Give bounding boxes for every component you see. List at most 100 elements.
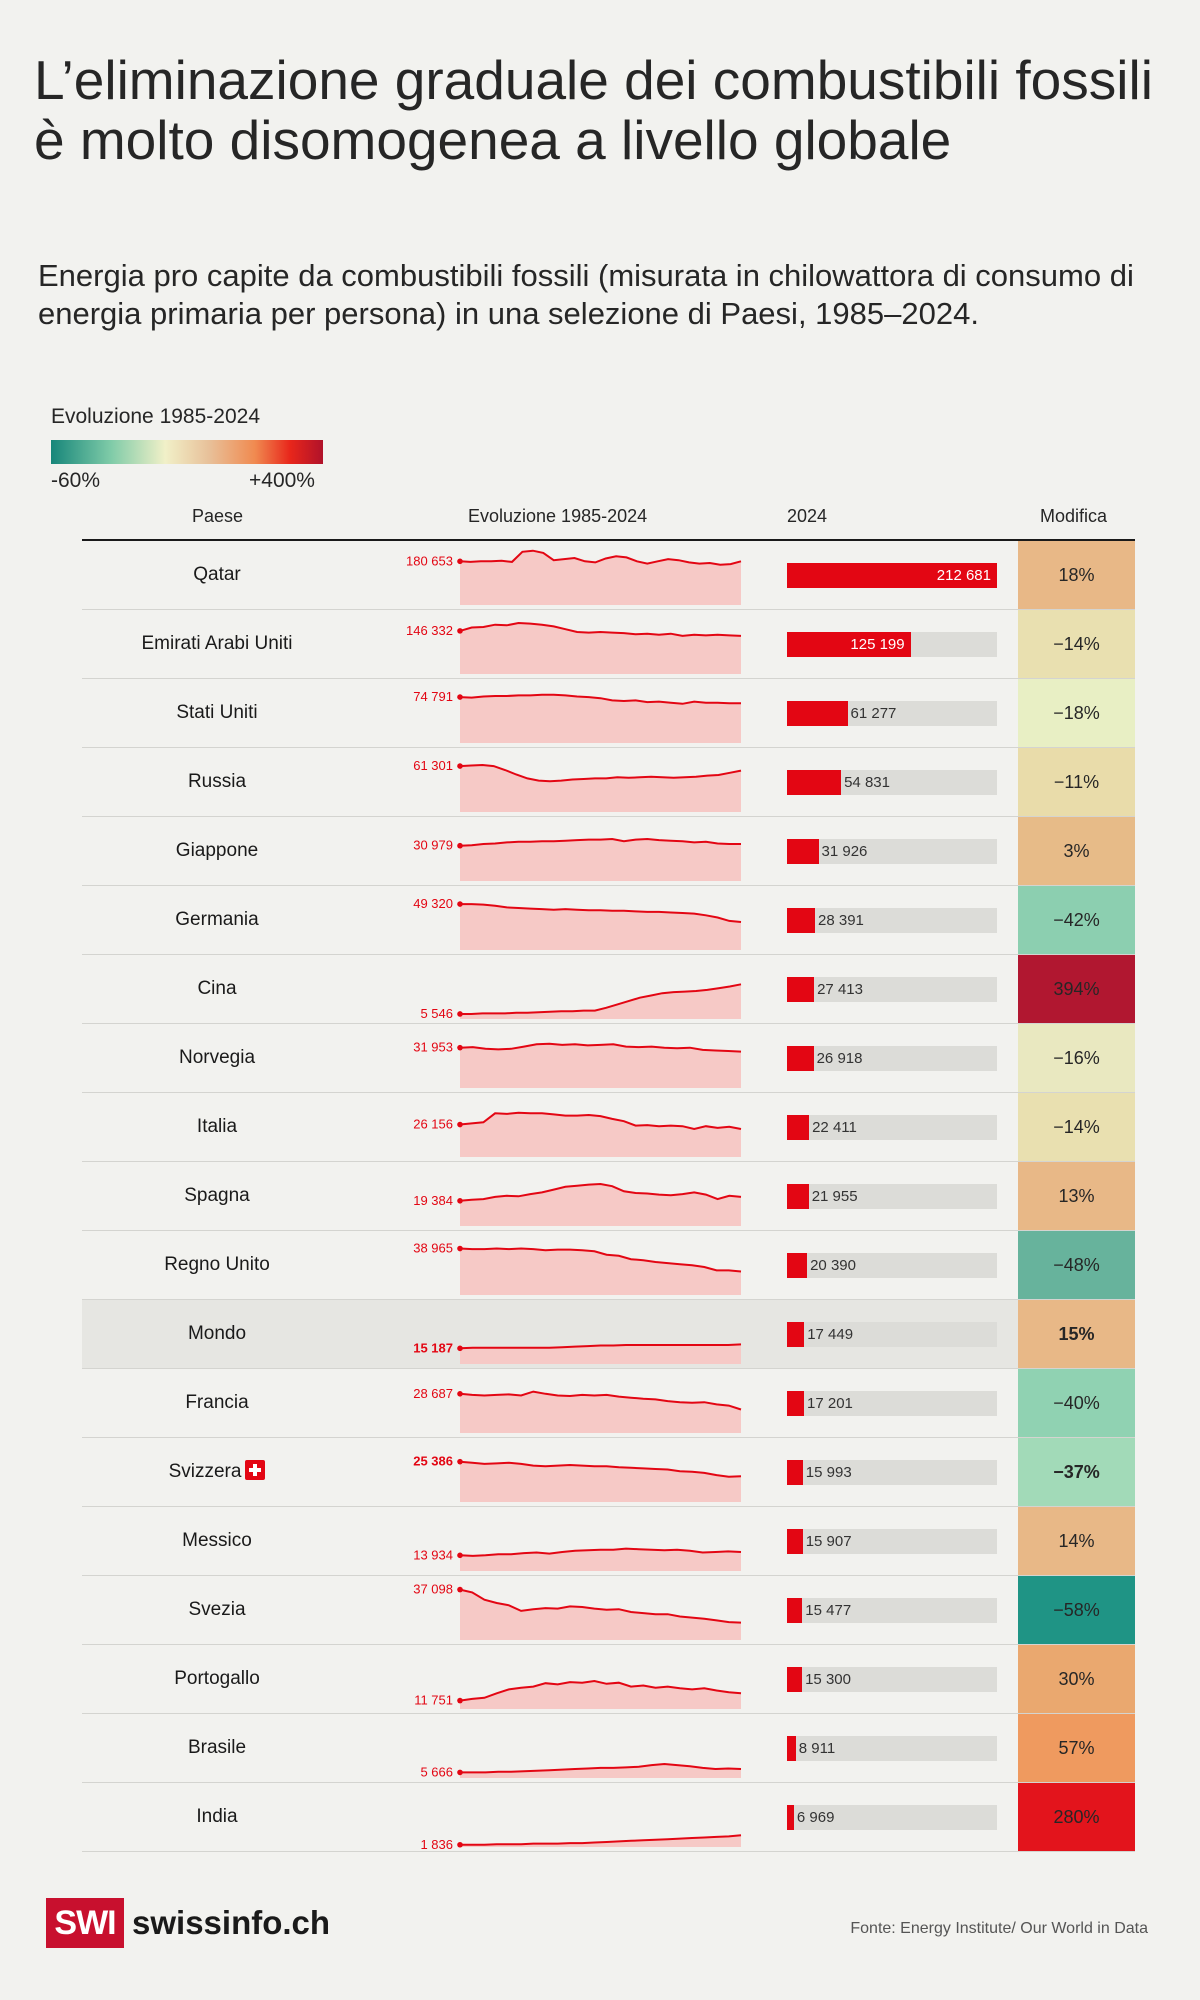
- bar-track-qatar: 212 681: [787, 563, 997, 588]
- sparkline-start-label: 61 301: [413, 758, 453, 773]
- country-label-svizzera: Svizzera: [82, 1438, 352, 1506]
- sparkline-start-dot: [457, 1841, 463, 1848]
- bar-value-label-stati-uniti: 61 277: [850, 705, 897, 722]
- sparkline-qatar: 180 653: [406, 549, 742, 605]
- country-label-giappone: Giappone: [175, 840, 259, 861]
- bar-value-label-francia: 17 201: [807, 1395, 853, 1412]
- change-cell-russia: −11%: [1018, 748, 1135, 816]
- sparkline-start-dot: [457, 1044, 463, 1051]
- sparkline-francia: 28 687: [413, 1386, 742, 1433]
- bar-track-svezia: 15 477: [787, 1598, 997, 1623]
- table-row-giappone: Giappone 30 979 31 926 3%: [82, 817, 1135, 886]
- sparkline-line: [460, 1762, 742, 1774]
- bar-value-label-qatar: 212 681: [936, 567, 991, 584]
- sparkline-area: [460, 1112, 741, 1157]
- country-label-russia: Russia: [187, 771, 247, 792]
- table-row-germania: Germania 49 320 28 391 −42%: [82, 886, 1135, 955]
- table-row-emirati-arabi-uniti: Emirati Arabi Uniti 146 332 125 199 −14%: [82, 610, 1135, 679]
- bar-track-stati-uniti: 61 277: [787, 701, 997, 726]
- sparkline-start-label: 13 934: [413, 1547, 453, 1562]
- bar-track-brasile: 8 911: [787, 1736, 997, 1761]
- sparkline-line: [459, 1679, 742, 1702]
- bar-track-italia: 22 411: [787, 1115, 997, 1140]
- country-label-emirati-arabi-uniti: Emirati Arabi Uniti: [141, 633, 293, 654]
- table-row-italia: Italia 26 156 22 411 −14%: [82, 1093, 1135, 1162]
- column-header-year: 2024: [787, 506, 828, 526]
- sparkline-line: [459, 1042, 742, 1053]
- sparkline-area: [460, 1461, 741, 1502]
- sparkline-start-label: 5 546: [420, 1006, 453, 1021]
- bar-track-svizzera: 15 993: [787, 1460, 997, 1485]
- sparkline-area: [460, 1681, 741, 1709]
- sparkline-start-dot: [457, 1697, 463, 1704]
- swiss-flag-icon: [245, 1460, 266, 1480]
- bar-value-label-giappone: 31 926: [821, 843, 868, 860]
- sparkline-area: [460, 839, 741, 881]
- bar-fill-india: [787, 1805, 794, 1830]
- sparkline-area: [460, 1344, 741, 1364]
- change-cell-giappone: 3%: [1018, 817, 1135, 885]
- bar-track-francia: 17 201: [787, 1391, 997, 1416]
- sparkline-line: [460, 983, 742, 1015]
- sparkline-start-label: 38 965: [413, 1241, 453, 1256]
- bar-track-germania: 28 391: [787, 908, 997, 933]
- sparkline-norvegia: 31 953: [413, 1040, 742, 1088]
- bar-value-label-messico: 15 907: [805, 1533, 852, 1550]
- change-cell-brasile: 57%: [1018, 1714, 1135, 1782]
- sparkline-area: [460, 623, 741, 674]
- country-label-svezia: Svezia: [188, 1599, 246, 1620]
- sparkline-line: [459, 1182, 742, 1202]
- sparkline-line: [459, 621, 742, 637]
- bar-fill-spagna: [787, 1184, 809, 1209]
- sparkline-area: [460, 904, 741, 950]
- bar-track-mondo: 17 449: [787, 1322, 997, 1347]
- header-rule: [82, 539, 1135, 541]
- sparkline-start-dot: [457, 1011, 463, 1017]
- bar-value-label-svezia: 15 477: [805, 1602, 852, 1619]
- sparkline-start-label: 26 156: [413, 1117, 453, 1132]
- sparkline-area: [460, 765, 741, 812]
- bar-fill-messico: [787, 1529, 803, 1554]
- swissinfo-logo-text: swissinfo.ch: [132, 1904, 331, 1941]
- table-row-cina: Cina 5 546 27 413 394%: [82, 955, 1135, 1024]
- bar-track-russia: 54 831: [787, 770, 997, 795]
- sparkline-area: [460, 1248, 741, 1295]
- sparkline-start-label: 180 653: [406, 553, 453, 568]
- sparkline-start-dot: [457, 763, 463, 769]
- legend-title: Evoluzione 1985-2024: [51, 405, 260, 428]
- legend-max-label: +400%: [249, 469, 315, 492]
- chart-subtitle: Energia pro capite da combustibili fossi…: [38, 258, 1134, 331]
- change-cell-emirati-arabi-uniti: −14%: [1018, 610, 1135, 678]
- bar-track-messico: 15 907: [787, 1529, 997, 1554]
- sparkline-start-label: 37 098: [413, 1582, 453, 1597]
- sparkline-start-label: 49 320: [413, 896, 453, 911]
- country-label-messico: Messico: [182, 1530, 252, 1551]
- chart-title: L’eliminazione graduale dei combustibili…: [34, 49, 1153, 171]
- table-row-mondo: Mondo 15 187 17 449 15%: [82, 1300, 1135, 1369]
- table-row-messico: Messico 13 934 15 907 14%: [82, 1507, 1135, 1576]
- country-label-germania: Germania: [175, 909, 259, 930]
- country-label-italia: Italia: [196, 1116, 238, 1137]
- bar-value-label-germania: 28 391: [818, 912, 864, 929]
- change-cell-stati-uniti: −18%: [1018, 679, 1135, 747]
- sparkline-start-label: 11 751: [414, 1693, 453, 1708]
- sparkline-area: [460, 550, 741, 605]
- sparkline-cina: 5 546: [420, 983, 742, 1021]
- change-cell-cina: 394%: [1018, 955, 1135, 1023]
- table-row-svezia: Svezia 37 098 15 477 −58%: [82, 1576, 1135, 1645]
- change-cell-spagna: 13%: [1018, 1162, 1135, 1230]
- bar-fill-russia: [787, 770, 842, 795]
- sparkline-line: [459, 693, 741, 705]
- bar-value-label-svizzera: 15 993: [805, 1464, 852, 1481]
- sparkline-start-dot: [457, 1245, 463, 1252]
- column-header-change: Modifica: [1040, 506, 1108, 526]
- table-row-qatar: Qatar 180 653 212 681 18%: [82, 541, 1135, 610]
- column-header-evolution: Evoluzione 1985-2024: [468, 506, 648, 526]
- bar-fill-svizzera: [787, 1460, 803, 1485]
- table-row-francia: Francia 28 687 17 201 −40%: [82, 1369, 1135, 1438]
- sparkline-start-dot: [457, 1121, 463, 1128]
- sparkline-start-label: 146 332: [406, 623, 453, 638]
- sparkline-portogallo: 11 751: [414, 1679, 742, 1709]
- sparkline-messico: 13 934: [413, 1547, 742, 1571]
- table-row-stati-uniti: Stati Uniti 74 791 61 277 −18%: [82, 679, 1135, 748]
